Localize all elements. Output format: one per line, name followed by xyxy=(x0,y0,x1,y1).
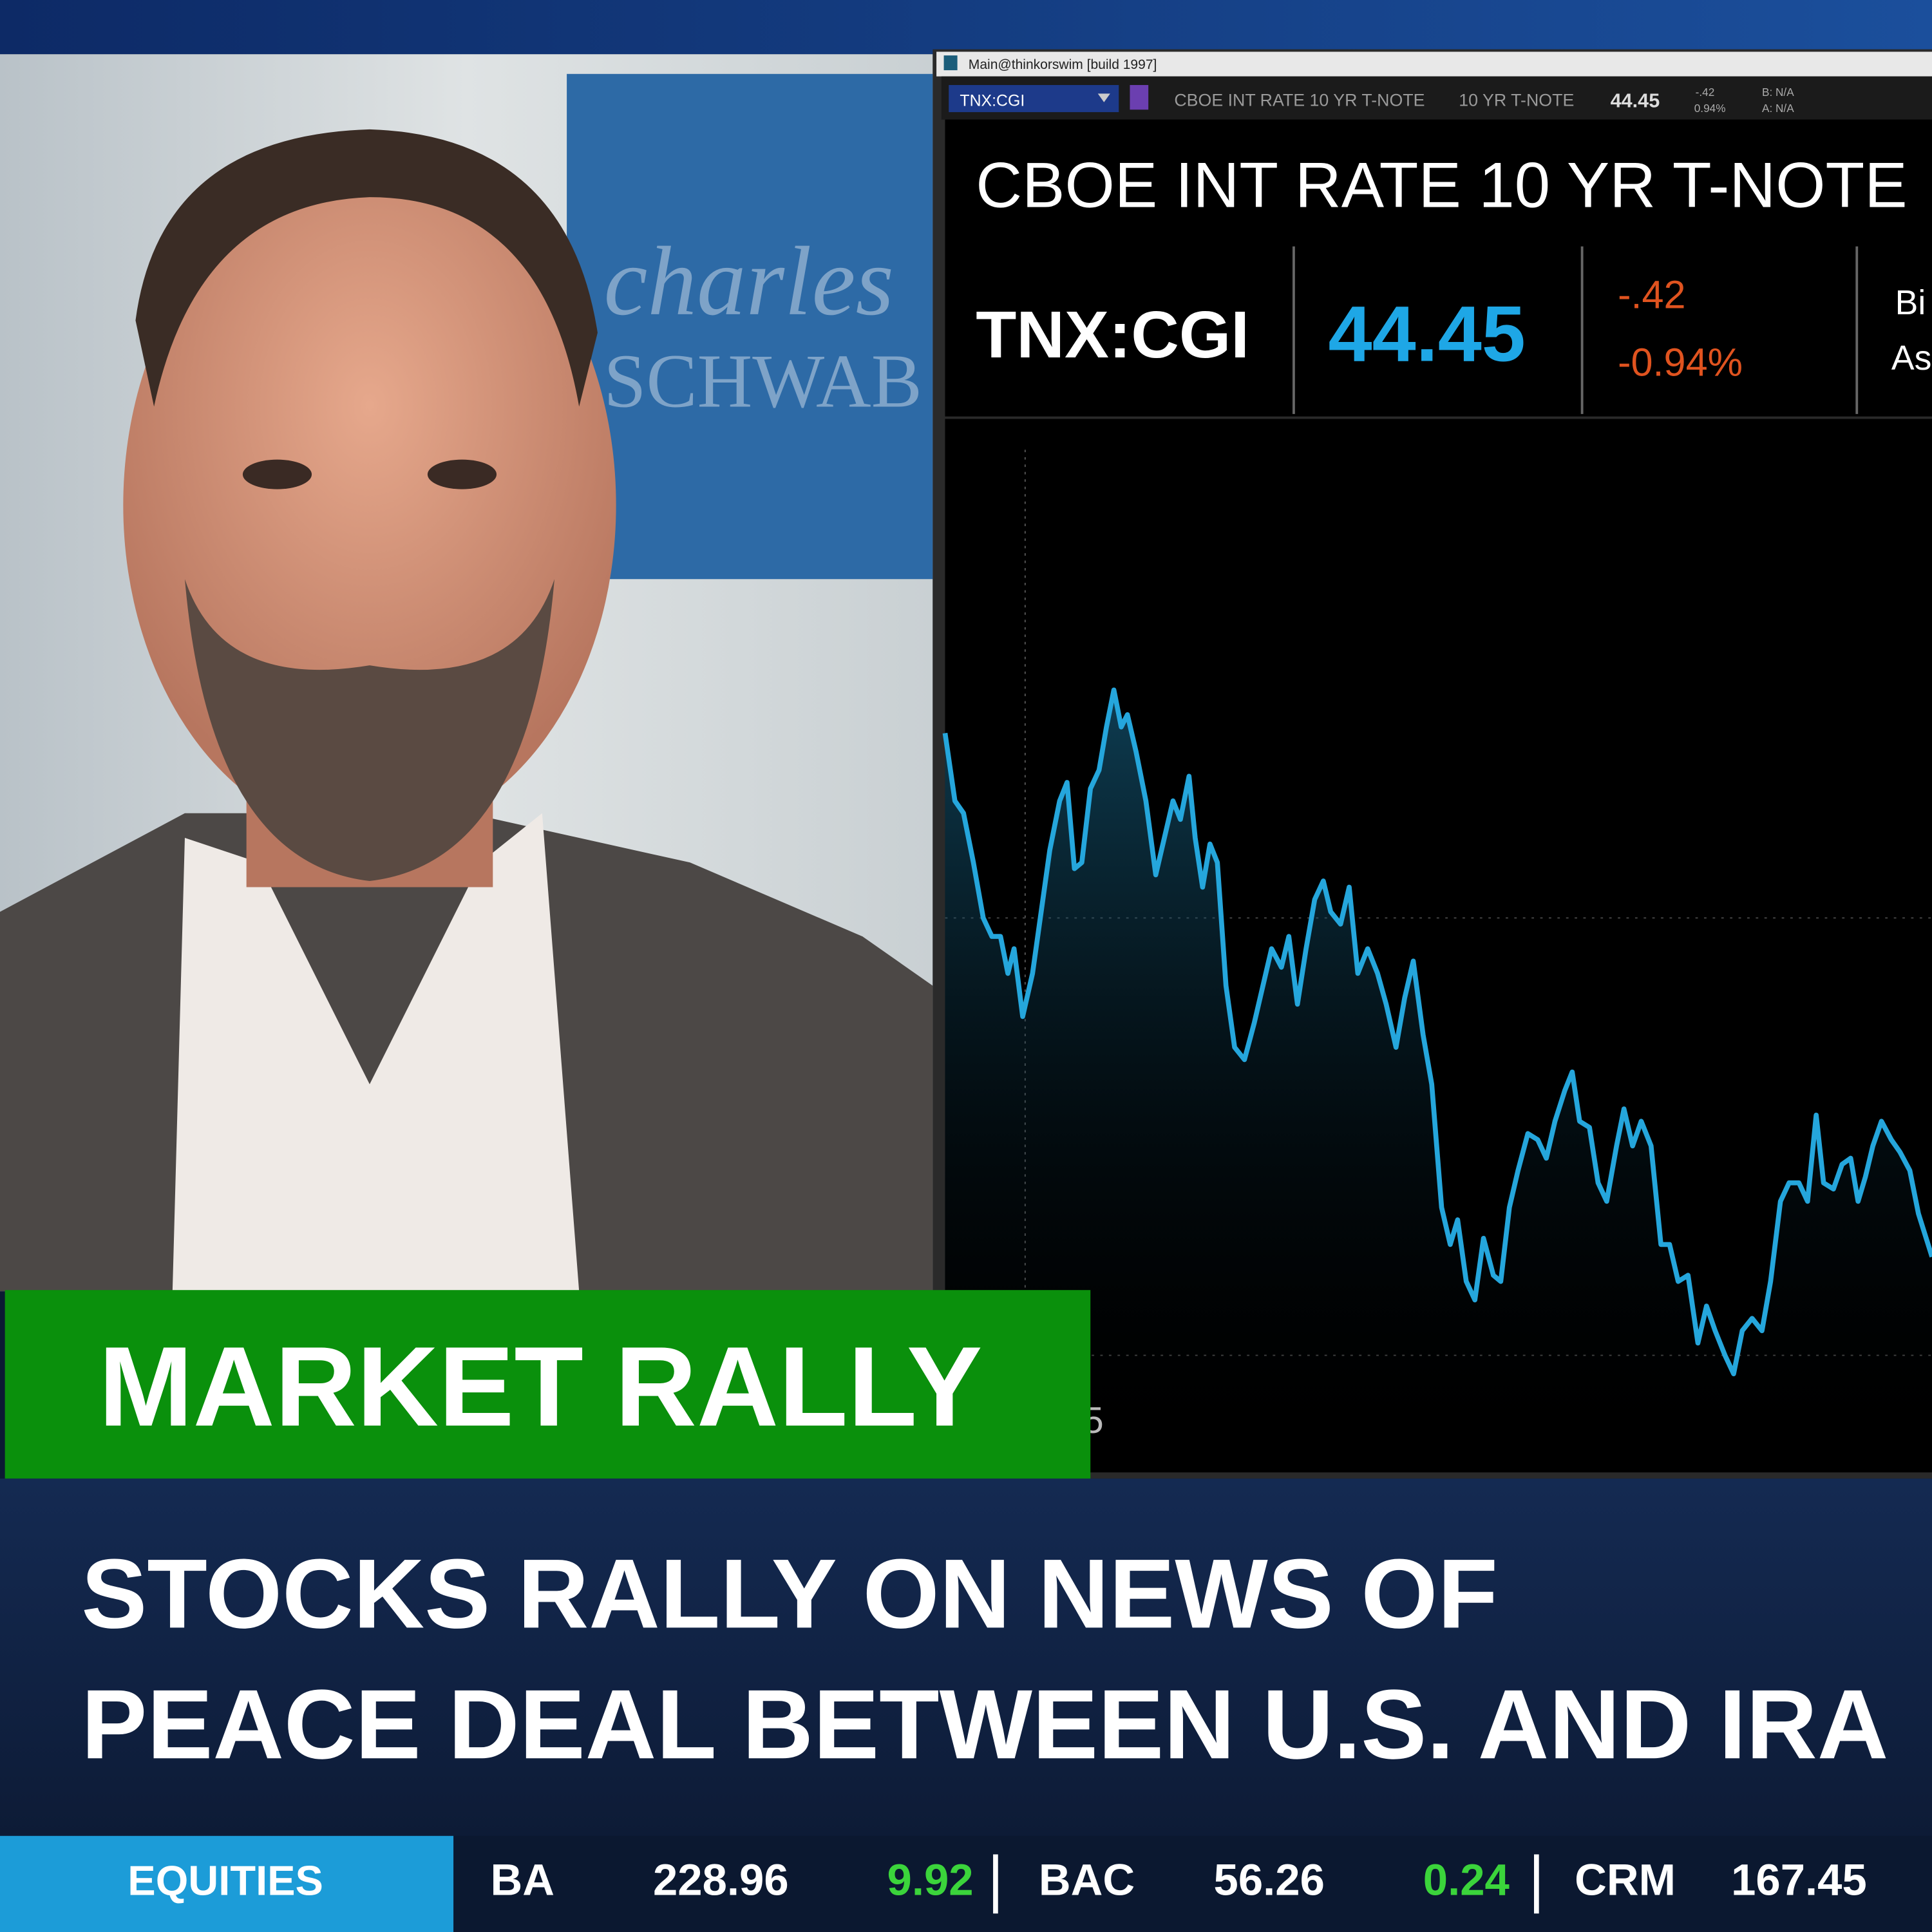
ticker-price: 167.45 xyxy=(1731,1855,1867,1905)
link-icon xyxy=(1130,85,1149,110)
separator xyxy=(1534,1854,1539,1914)
price-area xyxy=(945,690,1932,1473)
quote-change: -.42 xyxy=(1618,272,1686,316)
headline-line: STOCKS RALLY ON NEWS OF xyxy=(81,1539,1498,1649)
change: -.42 xyxy=(1696,86,1715,99)
logo-text: SCHWAB xyxy=(603,338,922,423)
ticker-section: EQUITIES xyxy=(128,1857,323,1904)
eye xyxy=(427,459,497,489)
ask-label: As xyxy=(1891,339,1932,377)
logo-text: charles xyxy=(603,227,894,336)
headline-line: PEACE DEAL BETWEEN U.S. AND IRA xyxy=(81,1669,1888,1779)
tag-box xyxy=(5,1290,1091,1479)
ticker-change: 0.24 xyxy=(1423,1855,1510,1905)
app-icon xyxy=(943,55,958,71)
quote-title: CBOE INT RATE 10 YR T-NOTE xyxy=(976,149,1907,221)
section-box xyxy=(0,1835,454,1932)
description: CBOE INT RATE 10 YR T-NOTE xyxy=(1174,91,1425,110)
symbol-input xyxy=(949,85,1119,113)
separator xyxy=(993,1854,998,1914)
percent-change: 0.94% xyxy=(1694,102,1726,115)
ticker-change: 9.92 xyxy=(887,1855,974,1905)
ticker-price: 228.96 xyxy=(653,1855,789,1905)
quote-symbol: TNX:CGI xyxy=(976,297,1249,372)
last-price: 44.45 xyxy=(1611,90,1660,111)
window-title: Main@thinkorswim [build 1997] xyxy=(969,57,1157,72)
ticker-symbol: BA xyxy=(490,1855,554,1905)
ask: A: N/A xyxy=(1762,102,1794,115)
ticker-symbol: CRM xyxy=(1575,1855,1676,1905)
shirt xyxy=(172,813,580,1292)
tag: MARKET RALLY xyxy=(99,1324,982,1450)
beard xyxy=(184,579,554,881)
title-bar xyxy=(936,52,1932,77)
dropdown-arrow xyxy=(1097,93,1110,102)
ticker-symbol: BAC xyxy=(1039,1855,1135,1905)
price-line xyxy=(942,687,1932,1377)
quote-panel xyxy=(945,119,1932,417)
short-name: 10 YR T-NOTE xyxy=(1459,91,1574,110)
hair xyxy=(135,129,598,407)
ticker-price: 56.26 xyxy=(1214,1855,1325,1905)
bid-label: Bi xyxy=(1895,284,1926,322)
quote-percent: -0.94% xyxy=(1618,341,1743,384)
top-bar xyxy=(0,0,1932,55)
logo-banner xyxy=(567,73,933,580)
symbol: TNX:CGI xyxy=(960,92,1025,110)
ticker-items: BA 228.96 9.92 BAC 56.26 0.24 CRM 167.45 xyxy=(490,1854,1867,1914)
headline-box xyxy=(0,1478,1932,1836)
bid: B: N/A xyxy=(1762,86,1794,99)
eye xyxy=(242,459,312,489)
quote-last: 44.45 xyxy=(1328,290,1525,378)
